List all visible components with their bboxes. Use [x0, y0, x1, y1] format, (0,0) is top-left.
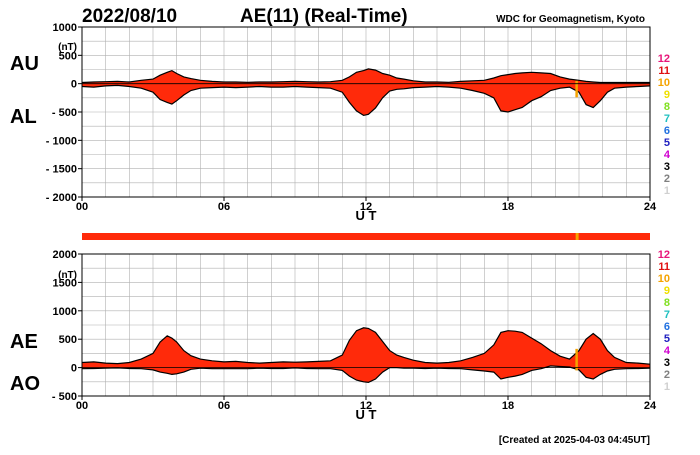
y-tick-label: 500 [59, 334, 77, 346]
station-count-label: 11 [658, 65, 670, 77]
y-tick-label: - 1500 [46, 164, 77, 176]
x-tick-label: 06 [218, 400, 230, 412]
station-count-label: 6 [664, 321, 670, 333]
date-title: 2022/08/10 [82, 6, 177, 27]
x-tick-label: 00 [76, 201, 88, 213]
station-count-label: 11 [658, 261, 670, 273]
station-count-label: 4 [664, 345, 671, 357]
data-coverage-bar [82, 233, 650, 240]
station-count-label: 10 [658, 77, 670, 89]
y-tick-label: - 1000 [46, 135, 77, 147]
station-count-label: 3 [664, 357, 670, 369]
station-count-label: 12 [658, 53, 670, 65]
station-count-label: 2 [664, 173, 670, 185]
ae-ao-panel: 2000 1500 1000 500 0 - 500 (nT) 00 06 12 18 24 U T AE… [10, 249, 657, 422]
al-series-line [81, 84, 651, 117]
station-count-label: 5 [664, 333, 670, 345]
x-tick-label: 06 [218, 201, 230, 213]
ae-ao-fill [82, 327, 650, 383]
station-count-label: 6 [664, 125, 670, 137]
station-count-label: 5 [664, 137, 670, 149]
unit-label: (nT) [58, 42, 77, 53]
y-tick-label: 500 [59, 50, 77, 62]
station-count-label: 9 [664, 89, 670, 101]
au-series-line [81, 68, 650, 84]
station-count-label: 12 [658, 249, 670, 261]
series-label-lower: AL [10, 106, 37, 128]
station-count-label: 8 [664, 297, 670, 309]
x-tick-label: 12 [360, 400, 372, 412]
x-tick-label: 24 [644, 400, 657, 412]
x-tick-label: 18 [502, 201, 514, 213]
x-tick-label: 00 [76, 400, 88, 412]
series-label-lower: AO [10, 373, 40, 395]
y-tick-label: 1000 [53, 22, 77, 34]
ae-series-line [81, 327, 651, 365]
station-count-label: 4 [664, 149, 671, 161]
x-tick-label: 12 [360, 201, 372, 213]
station-count-label: 9 [664, 285, 670, 297]
station-count-label: 7 [664, 309, 670, 321]
y-tick-label: 0 [71, 79, 77, 91]
y-tick-label: 1000 [53, 306, 77, 318]
au-al-fill [82, 68, 650, 116]
ao-series-line [81, 365, 651, 384]
y-tick-label: 1500 [53, 277, 77, 289]
x-tick-label: 18 [502, 400, 514, 412]
y-tick-label: 2000 [53, 249, 77, 261]
x-axis-label: U T [356, 208, 377, 223]
y-tick-label: - 500 [52, 391, 77, 403]
au-al-panel: 1000 500 0 - 500 - 1000 - 1500 - 2000 (nT) 00 06 1… [10, 22, 657, 223]
index-title: AE(11) (Real-Time) [240, 6, 408, 27]
series-label-upper: AU [10, 53, 39, 75]
station-count-label: 2 [664, 369, 670, 381]
station-count-label: 10 [658, 273, 670, 285]
coverage-bar-marker [575, 233, 579, 240]
station-count-label: 7 [664, 113, 670, 125]
y-tick-label: - 500 [52, 107, 77, 119]
coverage-bar-fill [82, 233, 650, 240]
created-timestamp: [Created at 2025-04-03 04:45UT] [499, 435, 650, 446]
station-count-label: 8 [664, 101, 670, 113]
source-label: WDC for Geomagnetism, Kyoto [496, 14, 645, 25]
station-count-label: 1 [664, 185, 670, 197]
x-axis-label: U T [356, 407, 377, 422]
unit-label: (nT) [58, 270, 77, 281]
x-tick-label: 24 [644, 201, 657, 213]
y-tick-label: 0 [71, 363, 77, 375]
station-count-label: 3 [664, 161, 670, 173]
station-count-label: 1 [664, 381, 670, 393]
y-tick-label: - 2000 [46, 192, 77, 204]
series-label-upper: AE [10, 331, 38, 353]
